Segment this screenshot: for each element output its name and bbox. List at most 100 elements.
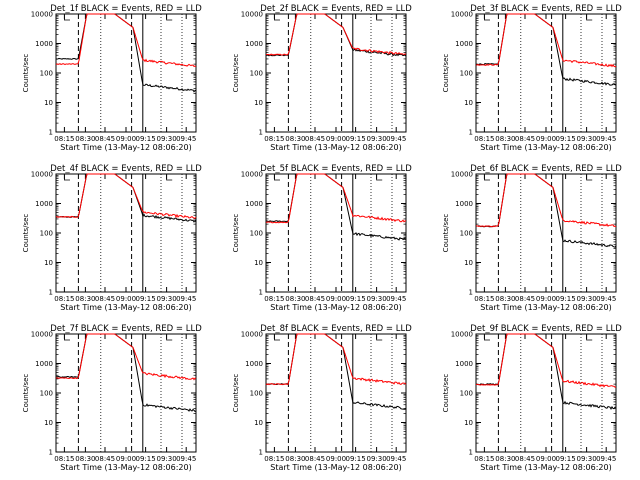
y-tick-label: 100: [250, 390, 263, 398]
y-tick-label: 1000: [245, 360, 263, 368]
x-tick-label: 09:00: [116, 135, 136, 143]
series-events: [55, 333, 197, 412]
series-events: [265, 173, 406, 241]
x-tick-label: 09:15: [136, 455, 156, 463]
y-tick-label: 10: [44, 419, 53, 427]
y-tick-label: 1: [259, 289, 263, 297]
x-tick-label: 09:00: [536, 135, 556, 143]
y-tick-label: 1000: [245, 200, 263, 208]
x-tick-label: 08:30: [75, 455, 95, 463]
series-lld: [475, 173, 617, 228]
series-events: [55, 13, 197, 93]
x-tick-label: 09:15: [346, 135, 366, 143]
x-tick-label: 09:30: [157, 135, 177, 143]
x-tick-label: 09:45: [386, 295, 406, 303]
x-tick-label: 08:30: [495, 135, 515, 143]
x-tick-label: 09:30: [367, 295, 387, 303]
y-tick-label: 100: [40, 70, 53, 78]
interval-bracket: [274, 335, 280, 341]
series-lld: [265, 13, 407, 56]
plot-frame: [55, 333, 197, 453]
y-tick-label: 10: [44, 259, 53, 267]
series-lld: [265, 333, 407, 386]
y-tick-label: 1: [49, 129, 53, 137]
x-tick-label: 08:15: [54, 455, 74, 463]
x-tick-label: 09:45: [386, 135, 406, 143]
y-tick-label: 100: [250, 70, 263, 78]
x-tick-label: 08:45: [95, 135, 115, 143]
y-tick-label: 100: [460, 70, 473, 78]
x-tick-label: 08:45: [305, 455, 325, 463]
panel-5: Det_5f BLACK = Events, RED = LLD 1 10 100 10…: [232, 164, 412, 312]
panel-title: Det_2f BLACK = Events, RED = LLD: [260, 4, 412, 14]
x-tick-label: 09:00: [116, 295, 136, 303]
y-tick-label: 100: [460, 230, 473, 238]
y-tick-label: 1000: [245, 40, 263, 48]
interval-bracket: [166, 175, 173, 181]
x-tick-label: 08:15: [264, 135, 284, 143]
y-tick-label: 1000: [35, 200, 53, 208]
x-tick-label: 09:00: [326, 135, 346, 143]
x-axis-label: Start Time (13-May-12 08:06:20): [60, 303, 191, 312]
x-tick-label: 09:45: [596, 295, 616, 303]
interval-bracket: [586, 15, 593, 21]
x-tick-label: 09:45: [386, 455, 406, 463]
y-tick-label: 1: [259, 129, 263, 137]
y-axis-label: Counts/sec: [232, 54, 240, 93]
y-tick-label: 1: [49, 289, 53, 297]
interval-bracket: [376, 335, 383, 341]
y-tick-label: 10000: [241, 171, 263, 179]
x-tick-label: 09:45: [176, 295, 196, 303]
panel-6: Det_6f BLACK = Events, RED = LLD 1 10 100 10…: [442, 164, 622, 312]
y-axis-label: Counts/sec: [22, 374, 30, 413]
x-tick-label: 09:45: [596, 135, 616, 143]
y-tick-label: 10000: [241, 331, 263, 339]
x-tick-label: 09:15: [136, 295, 156, 303]
panel-title: Det_5f BLACK = Events, RED = LLD: [260, 164, 412, 174]
y-axis-label: Counts/sec: [442, 214, 450, 253]
x-tick-label: 08:15: [474, 135, 494, 143]
interval-bracket: [484, 15, 490, 21]
x-tick-label: 08:15: [54, 295, 74, 303]
interval-bracket: [586, 175, 593, 181]
y-tick-label: 1: [49, 449, 53, 457]
y-tick-label: 1000: [35, 40, 53, 48]
series-lld: [55, 173, 197, 219]
x-tick-label: 08:15: [54, 135, 74, 143]
panel-1: Det_1f BLACK = Events, RED = LLD 1 10 100 10…: [22, 4, 202, 152]
interval-bracket: [64, 335, 70, 341]
panel-3: Det_3f BLACK = Events, RED = LLD 1 10 100 10…: [442, 4, 622, 152]
y-tick-label: 100: [250, 230, 263, 238]
x-tick-label: 09:00: [536, 455, 556, 463]
panel-title: Det_9f BLACK = Events, RED = LLD: [470, 324, 622, 334]
x-tick-label: 08:30: [75, 135, 95, 143]
x-tick-label: 09:00: [326, 295, 346, 303]
x-tick-label: 09:45: [176, 455, 196, 463]
x-tick-label: 08:15: [264, 295, 284, 303]
interval-bracket: [166, 15, 173, 21]
y-tick-label: 10: [44, 99, 53, 107]
y-tick-label: 10: [254, 419, 263, 427]
x-tick-label: 09:30: [157, 455, 177, 463]
y-axis-label: Counts/sec: [442, 374, 450, 413]
x-tick-label: 08:30: [495, 295, 515, 303]
panel-2: Det_2f BLACK = Events, RED = LLD 1 10 100 10…: [232, 4, 412, 152]
x-axis-label: Start Time (13-May-12 08:06:20): [60, 463, 191, 472]
y-tick-label: 100: [460, 390, 473, 398]
x-tick-label: 09:00: [536, 295, 556, 303]
x-tick-label: 08:45: [515, 135, 535, 143]
y-axis-label: Counts/sec: [442, 54, 450, 93]
x-axis-label: Start Time (13-May-12 08:06:20): [270, 463, 401, 472]
x-tick-label: 09:15: [556, 295, 576, 303]
x-tick-label: 09:15: [556, 135, 576, 143]
x-axis-label: Start Time (13-May-12 08:06:20): [480, 463, 611, 472]
x-axis-label: Start Time (13-May-12 08:06:20): [270, 303, 401, 312]
x-tick-label: 08:15: [474, 295, 494, 303]
interval-bracket: [484, 175, 490, 181]
y-tick-label: 10000: [451, 331, 473, 339]
x-tick-label: 08:45: [305, 295, 325, 303]
y-tick-label: 10: [464, 259, 473, 267]
series-events: [265, 333, 407, 410]
interval-bracket: [376, 15, 383, 21]
series-lld: [55, 333, 197, 381]
